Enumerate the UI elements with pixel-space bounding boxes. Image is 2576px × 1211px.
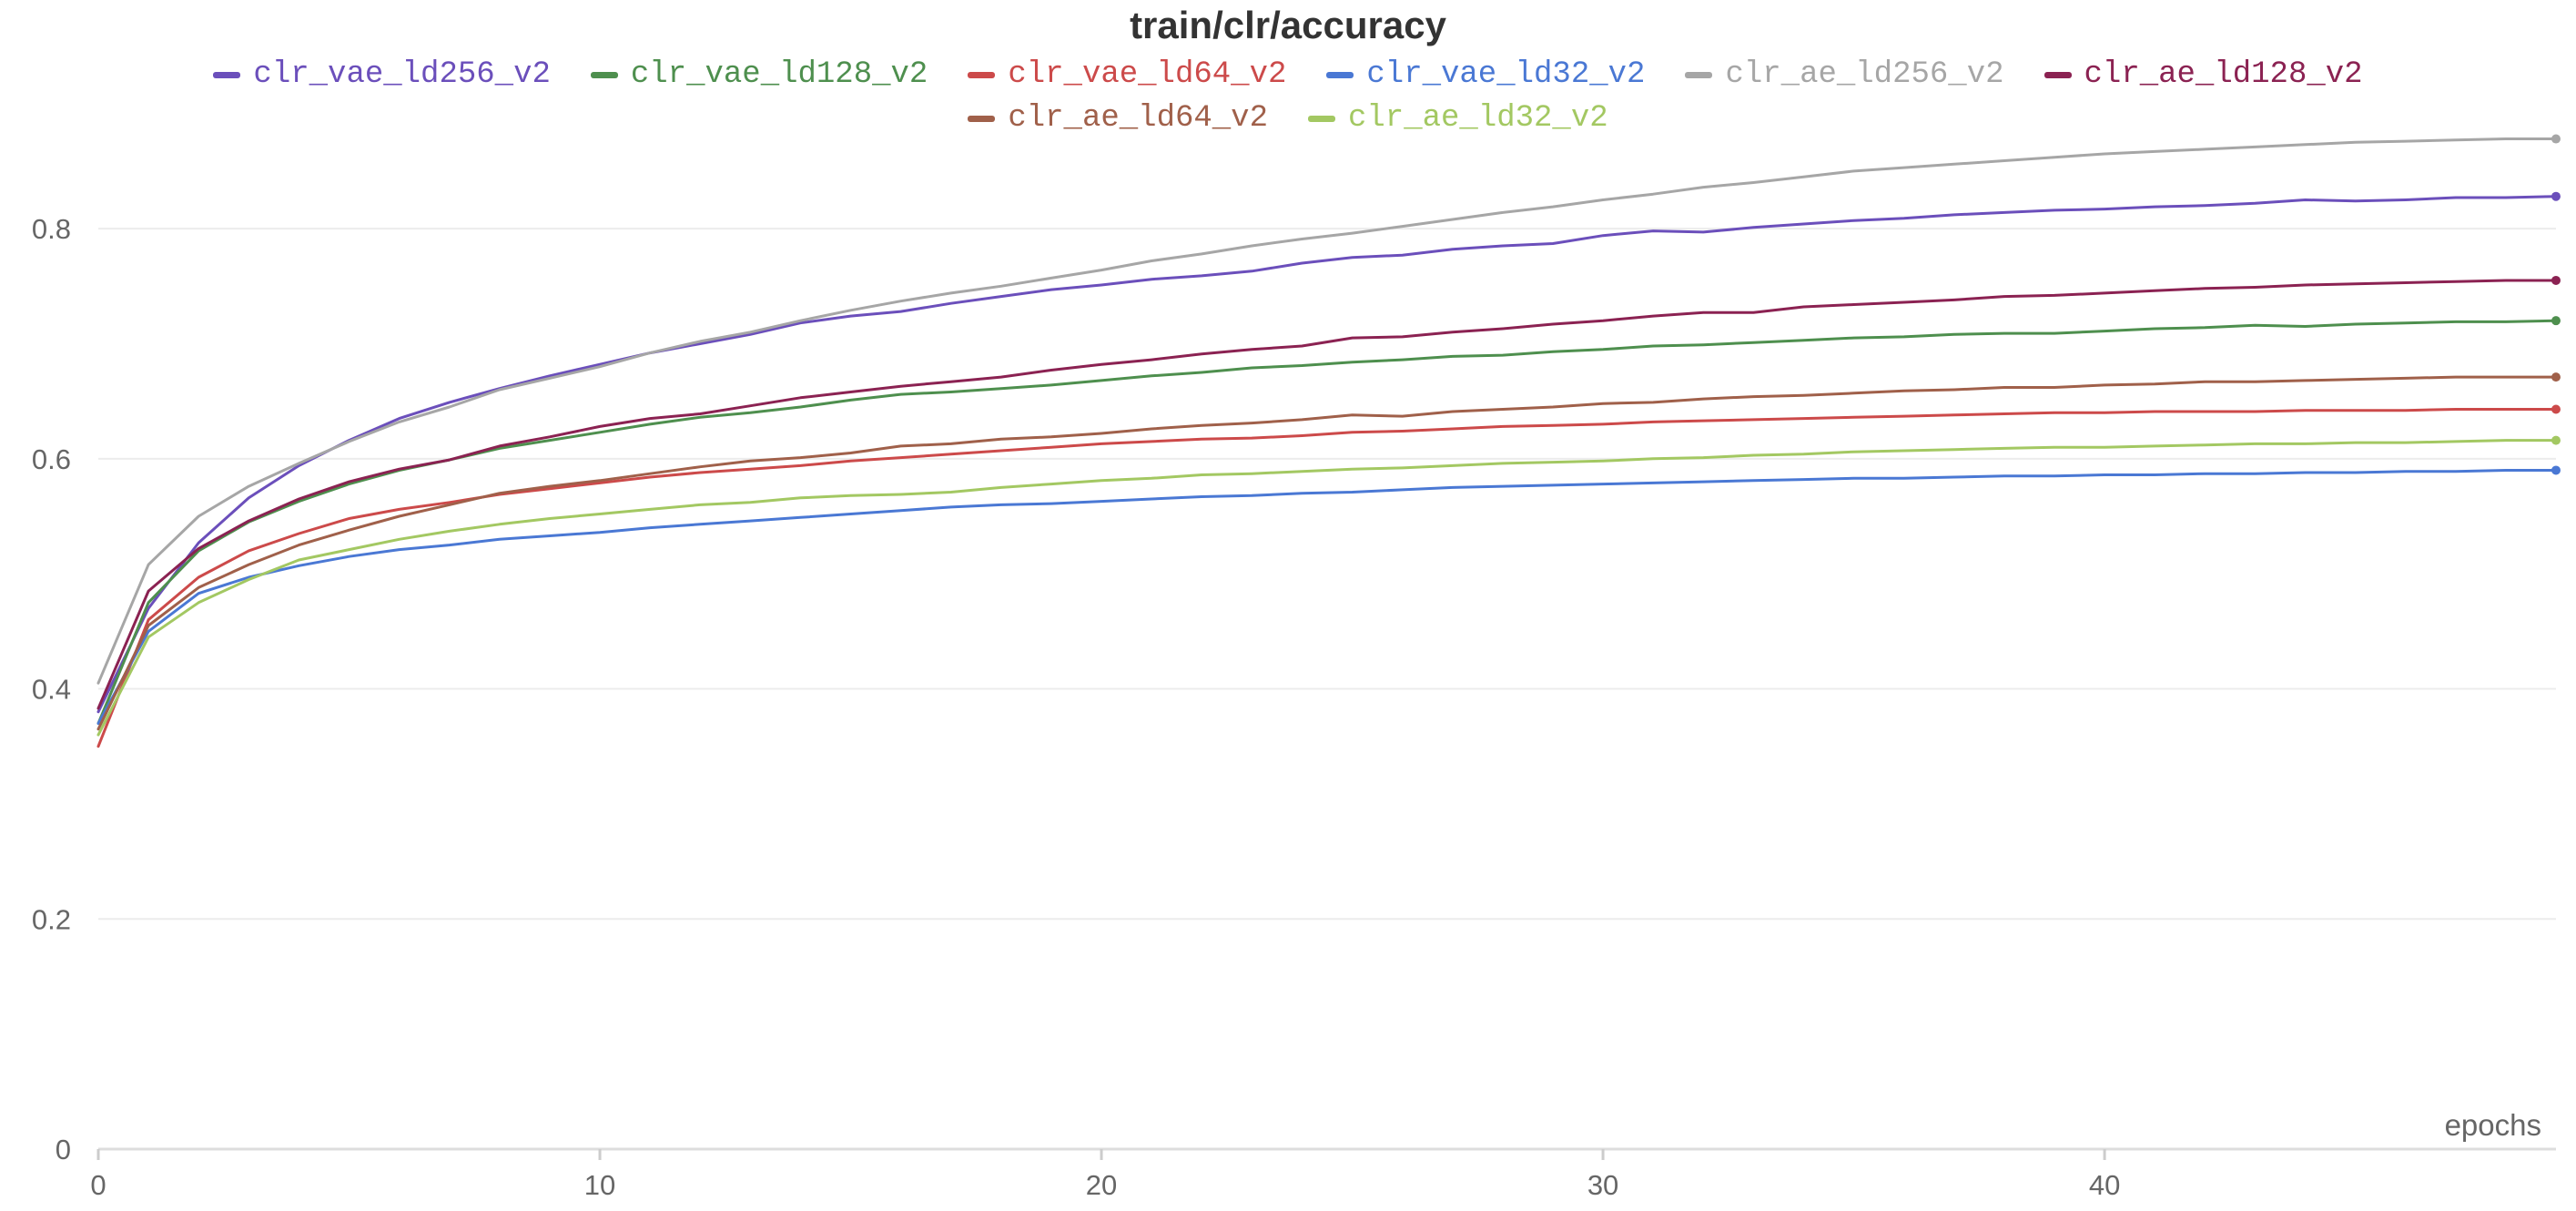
legend-swatch: [2044, 71, 2072, 78]
series-endpoint: [2551, 404, 2561, 414]
x-axis-label: epochs: [2445, 1108, 2541, 1142]
x-tick-label: 30: [1587, 1169, 1618, 1201]
legend-item[interactable]: clr_vae_ld128_v2: [590, 56, 928, 93]
y-tick-label: 0.2: [32, 903, 71, 935]
series-line[interactable]: [96, 375, 2558, 731]
x-tick-label: 0: [90, 1169, 106, 1201]
series-endpoint: [2551, 191, 2561, 201]
y-tick-label: 0.4: [32, 674, 71, 706]
legend-swatch: [968, 115, 996, 122]
series-endpoint: [2551, 372, 2561, 382]
legend-item[interactable]: clr_ae_ld256_v2: [1685, 56, 2004, 93]
series-endpoint: [2551, 134, 2561, 144]
legend-item[interactable]: clr_vae_ld256_v2: [213, 56, 551, 93]
series-line[interactable]: [96, 319, 2558, 725]
legend-label: clr_vae_ld64_v2: [1008, 57, 1287, 92]
x-tick-label: 20: [1086, 1169, 1117, 1201]
legend-swatch: [1685, 71, 1713, 78]
y-tick-label: 0.8: [32, 213, 71, 245]
legend-label: clr_vae_ld256_v2: [253, 57, 551, 92]
legend-item[interactable]: clr_ae_ld32_v2: [1308, 100, 1608, 137]
series-line[interactable]: [96, 408, 2558, 748]
series-line[interactable]: [96, 137, 2558, 685]
series-endpoint: [2551, 275, 2561, 285]
legend-label: clr_ae_ld256_v2: [1725, 57, 2004, 92]
series-line[interactable]: [96, 469, 2558, 725]
legend-swatch: [968, 71, 996, 78]
y-tick-label: 0: [56, 1134, 71, 1165]
legend-swatch: [1308, 115, 1335, 122]
x-tick-label: 40: [2089, 1169, 2120, 1201]
legend-label: clr_ae_ld32_v2: [1348, 101, 1608, 136]
series-line[interactable]: [96, 439, 2558, 737]
chart-legend: clr_vae_ld256_v2 clr_vae_ld128_v2 clr_vae_…: [36, 56, 2540, 137]
y-tick-label: 0.6: [32, 443, 71, 475]
legend-item[interactable]: clr_ae_ld64_v2: [968, 100, 1268, 137]
legend-swatch: [1326, 71, 1354, 78]
legend-label: clr_ae_ld64_v2: [1008, 101, 1268, 136]
legend-item[interactable]: clr_vae_ld64_v2: [968, 56, 1286, 93]
legend-swatch: [213, 71, 241, 78]
legend-item[interactable]: clr_vae_ld32_v2: [1326, 56, 1645, 93]
series-endpoint: [2551, 435, 2561, 445]
x-tick-label: 10: [584, 1169, 615, 1201]
chart-title: train/clr/accuracy: [1130, 4, 1446, 46]
legend-label: clr_vae_ld128_v2: [630, 57, 928, 92]
legend-swatch: [590, 71, 618, 78]
legend-label: clr_ae_ld128_v2: [2084, 57, 2363, 92]
legend-label: clr_vae_ld32_v2: [1366, 57, 1646, 92]
series-endpoint: [2551, 465, 2561, 475]
legend-item[interactable]: clr_ae_ld128_v2: [2044, 56, 2363, 93]
series-endpoint: [2551, 316, 2561, 326]
series-line[interactable]: [96, 279, 2558, 710]
